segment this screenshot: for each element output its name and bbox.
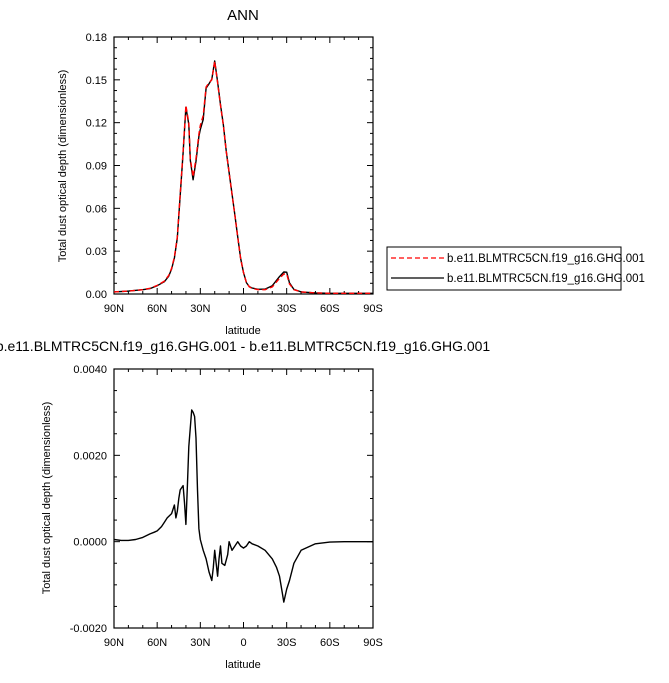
top-panel: ANN 0.00 0.03 0.06 0.09 0.12 0.15 0.18 90N 60N 3… bbox=[57, 7, 645, 337]
bottom-y-axis-label: Total dust optical depth (dimensionless) bbox=[41, 402, 53, 595]
top-x-tick-label: 30S bbox=[277, 303, 297, 315]
bottom-x-tick-label: 90S bbox=[363, 637, 383, 649]
top-y-tick-label: 0.03 bbox=[86, 246, 107, 258]
top-x-axis-label: latitude bbox=[225, 325, 260, 337]
top-y-tick-label: 0.15 bbox=[86, 75, 107, 87]
legend-box bbox=[386, 246, 622, 291]
bottom-y-axis: -0.0020 0.0000 0.0020 0.0040 bbox=[70, 364, 373, 635]
top-series-line-2 bbox=[113, 60, 373, 294]
bottom-x-tick-label: 60S bbox=[320, 637, 340, 649]
bottom-y-tick-label: 0.0040 bbox=[73, 364, 107, 376]
bottom-x-tick-label: 0 bbox=[240, 637, 246, 649]
bottom-x-tick-label: 30N bbox=[190, 637, 210, 649]
top-x-tick-label: 30N bbox=[190, 303, 210, 315]
top-plot-frame bbox=[113, 36, 374, 295]
legend-label-series-2: b.e11.BLMTRC5CN.f19_g16.GHG.001 bbox=[447, 273, 645, 285]
bottom-y-tick-label: -0.0020 bbox=[70, 623, 107, 635]
top-x-tick-label: 90N bbox=[104, 303, 124, 315]
bottom-series-group bbox=[113, 409, 373, 603]
bottom-x-axis-label: latitude bbox=[225, 659, 260, 671]
bottom-x-tick-label: 60N bbox=[147, 637, 167, 649]
bottom-panel: b.e11.BLMTRC5CN.f19_g16.GHG.001 - b.e11.… bbox=[0, 338, 490, 671]
top-x-tick-label: 60N bbox=[147, 303, 167, 315]
bottom-chart-title: b.e11.BLMTRC5CN.f19_g16.GHG.001 - b.e11.… bbox=[0, 338, 490, 354]
top-y-tick-label: 0.12 bbox=[86, 118, 107, 130]
top-series-line-1 bbox=[113, 60, 373, 294]
top-y-axis: 0.00 0.03 0.06 0.09 0.12 0.15 0.18 bbox=[86, 32, 373, 301]
top-chart-title: ANN bbox=[227, 7, 259, 24]
top-y-tick-label: 0.06 bbox=[86, 203, 107, 215]
top-x-tick-label: 0 bbox=[240, 303, 246, 315]
top-y-tick-label: 0.18 bbox=[86, 32, 107, 44]
legend-label-series-1: b.e11.BLMTRC5CN.f19_g16.GHG.001 bbox=[447, 253, 645, 265]
bottom-plot-frame bbox=[113, 368, 374, 629]
top-y-tick-label: 0.09 bbox=[86, 161, 107, 173]
top-y-tick-label: 0.00 bbox=[86, 289, 107, 301]
bottom-x-tick-label: 30S bbox=[277, 637, 297, 649]
top-x-tick-label: 60S bbox=[320, 303, 340, 315]
top-y-axis-label: Total dust optical depth (dimensionless) bbox=[57, 70, 69, 263]
top-series-group bbox=[113, 60, 373, 294]
top-x-tick-label: 90S bbox=[363, 303, 383, 315]
bottom-x-axis: 90N 60N 30N 0 30S 60S 90S bbox=[104, 369, 383, 649]
bottom-y-tick-label: 0.0000 bbox=[73, 537, 107, 549]
bottom-series-line-1 bbox=[113, 409, 373, 603]
bottom-y-tick-label: 0.0020 bbox=[73, 450, 107, 462]
legend: b.e11.BLMTRC5CN.f19_g16.GHG.001 b.e11.BL… bbox=[386, 246, 645, 291]
bottom-x-tick-label: 90N bbox=[104, 637, 124, 649]
top-x-axis: 90N 60N 30N 0 30S 60S 90S bbox=[104, 37, 383, 315]
